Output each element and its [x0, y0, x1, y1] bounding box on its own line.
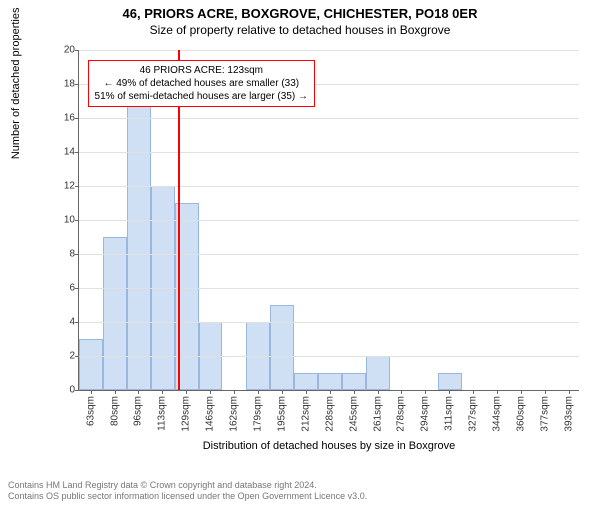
annotation-box: 46 PRIORS ACRE: 123sqm← 49% of detached … — [88, 60, 315, 107]
x-tick-mark — [378, 390, 379, 394]
y-tick-label: 14 — [64, 147, 75, 158]
grid-line — [79, 356, 579, 357]
x-tick-mark — [210, 390, 211, 394]
y-tick-mark — [75, 322, 79, 323]
x-tick-mark — [354, 390, 355, 394]
y-tick-mark — [75, 50, 79, 51]
x-tick-label: 294sqm — [420, 396, 431, 432]
x-tick-label: 344sqm — [492, 396, 503, 432]
x-tick-label: 228sqm — [324, 396, 335, 432]
x-tick-label: 80sqm — [109, 396, 120, 426]
footer-line2: Contains OS public sector information li… — [8, 491, 367, 502]
histogram-bar — [342, 373, 366, 390]
footer-attribution: Contains HM Land Registry data © Crown c… — [8, 480, 367, 503]
x-tick-label: 393sqm — [563, 396, 574, 432]
histogram-bar — [127, 84, 151, 390]
x-tick-mark — [473, 390, 474, 394]
y-tick-label: 12 — [64, 181, 75, 192]
y-axis-label: Number of detached properties — [10, 8, 22, 160]
x-tick-label: 327sqm — [468, 396, 479, 432]
x-tick-mark — [449, 390, 450, 394]
x-tick-mark — [115, 390, 116, 394]
x-tick-label: 212sqm — [300, 396, 311, 432]
footer-line1: Contains HM Land Registry data © Crown c… — [8, 480, 367, 491]
grid-line — [79, 254, 579, 255]
x-tick-label: 179sqm — [252, 396, 263, 432]
y-tick-label: 2 — [69, 351, 75, 362]
grid-line — [79, 186, 579, 187]
x-tick-label: 261sqm — [372, 396, 383, 432]
x-tick-mark — [330, 390, 331, 394]
x-tick-mark — [138, 390, 139, 394]
grid-line — [79, 322, 579, 323]
x-tick-label: 63sqm — [85, 396, 96, 426]
x-tick-label: 377sqm — [539, 396, 550, 432]
annotation-line3: 51% of semi-detached houses are larger (… — [95, 90, 308, 103]
y-tick-label: 8 — [69, 249, 75, 260]
y-tick-mark — [75, 84, 79, 85]
x-tick-label: 278sqm — [396, 396, 407, 432]
x-tick-mark — [497, 390, 498, 394]
x-tick-mark — [569, 390, 570, 394]
x-tick-label: 195sqm — [276, 396, 287, 432]
title-main: 46, PRIORS ACRE, BOXGROVE, CHICHESTER, P… — [0, 6, 600, 21]
y-tick-label: 16 — [64, 113, 75, 124]
y-tick-label: 6 — [69, 283, 75, 294]
x-tick-mark — [545, 390, 546, 394]
histogram-bar — [294, 373, 318, 390]
x-tick-mark — [186, 390, 187, 394]
annotation-line1: 46 PRIORS ACRE: 123sqm — [95, 64, 308, 77]
histogram-bar — [270, 305, 294, 390]
y-tick-label: 20 — [64, 45, 75, 56]
x-tick-mark — [282, 390, 283, 394]
x-tick-label: 162sqm — [229, 396, 240, 432]
histogram-bar — [366, 356, 390, 390]
y-tick-mark — [75, 118, 79, 119]
x-tick-label: 96sqm — [133, 396, 144, 426]
x-tick-mark — [162, 390, 163, 394]
x-tick-mark — [258, 390, 259, 394]
x-tick-mark — [306, 390, 307, 394]
histogram-bar — [79, 339, 103, 390]
y-tick-label: 0 — [69, 385, 75, 396]
y-tick-mark — [75, 152, 79, 153]
x-tick-mark — [91, 390, 92, 394]
y-tick-label: 18 — [64, 79, 75, 90]
y-tick-mark — [75, 390, 79, 391]
x-tick-label: 146sqm — [205, 396, 216, 432]
grid-line — [79, 220, 579, 221]
y-tick-label: 10 — [64, 215, 75, 226]
y-tick-mark — [75, 288, 79, 289]
title-sub: Size of property relative to detached ho… — [0, 23, 600, 37]
histogram-bar — [103, 237, 127, 390]
x-tick-mark — [521, 390, 522, 394]
x-tick-label: 245sqm — [348, 396, 359, 432]
x-tick-mark — [425, 390, 426, 394]
annotation-line2: ← 49% of detached houses are smaller (33… — [95, 77, 308, 90]
x-tick-label: 129sqm — [181, 396, 192, 432]
x-tick-label: 360sqm — [516, 396, 527, 432]
y-tick-label: 4 — [69, 317, 75, 328]
grid-line — [79, 50, 579, 51]
histogram-chart: Number of detached properties Distributi… — [50, 50, 580, 420]
y-tick-mark — [75, 220, 79, 221]
histogram-bar — [318, 373, 342, 390]
y-tick-mark — [75, 254, 79, 255]
histogram-bar — [438, 373, 462, 390]
x-tick-label: 311sqm — [444, 396, 455, 431]
grid-line — [79, 118, 579, 119]
x-tick-mark — [401, 390, 402, 394]
grid-line — [79, 152, 579, 153]
grid-line — [79, 288, 579, 289]
x-axis-label: Distribution of detached houses by size … — [79, 440, 579, 452]
y-tick-mark — [75, 356, 79, 357]
y-tick-mark — [75, 186, 79, 187]
plot-area: Distribution of detached houses by size … — [78, 50, 579, 391]
x-tick-label: 113sqm — [157, 396, 168, 431]
x-tick-mark — [234, 390, 235, 394]
